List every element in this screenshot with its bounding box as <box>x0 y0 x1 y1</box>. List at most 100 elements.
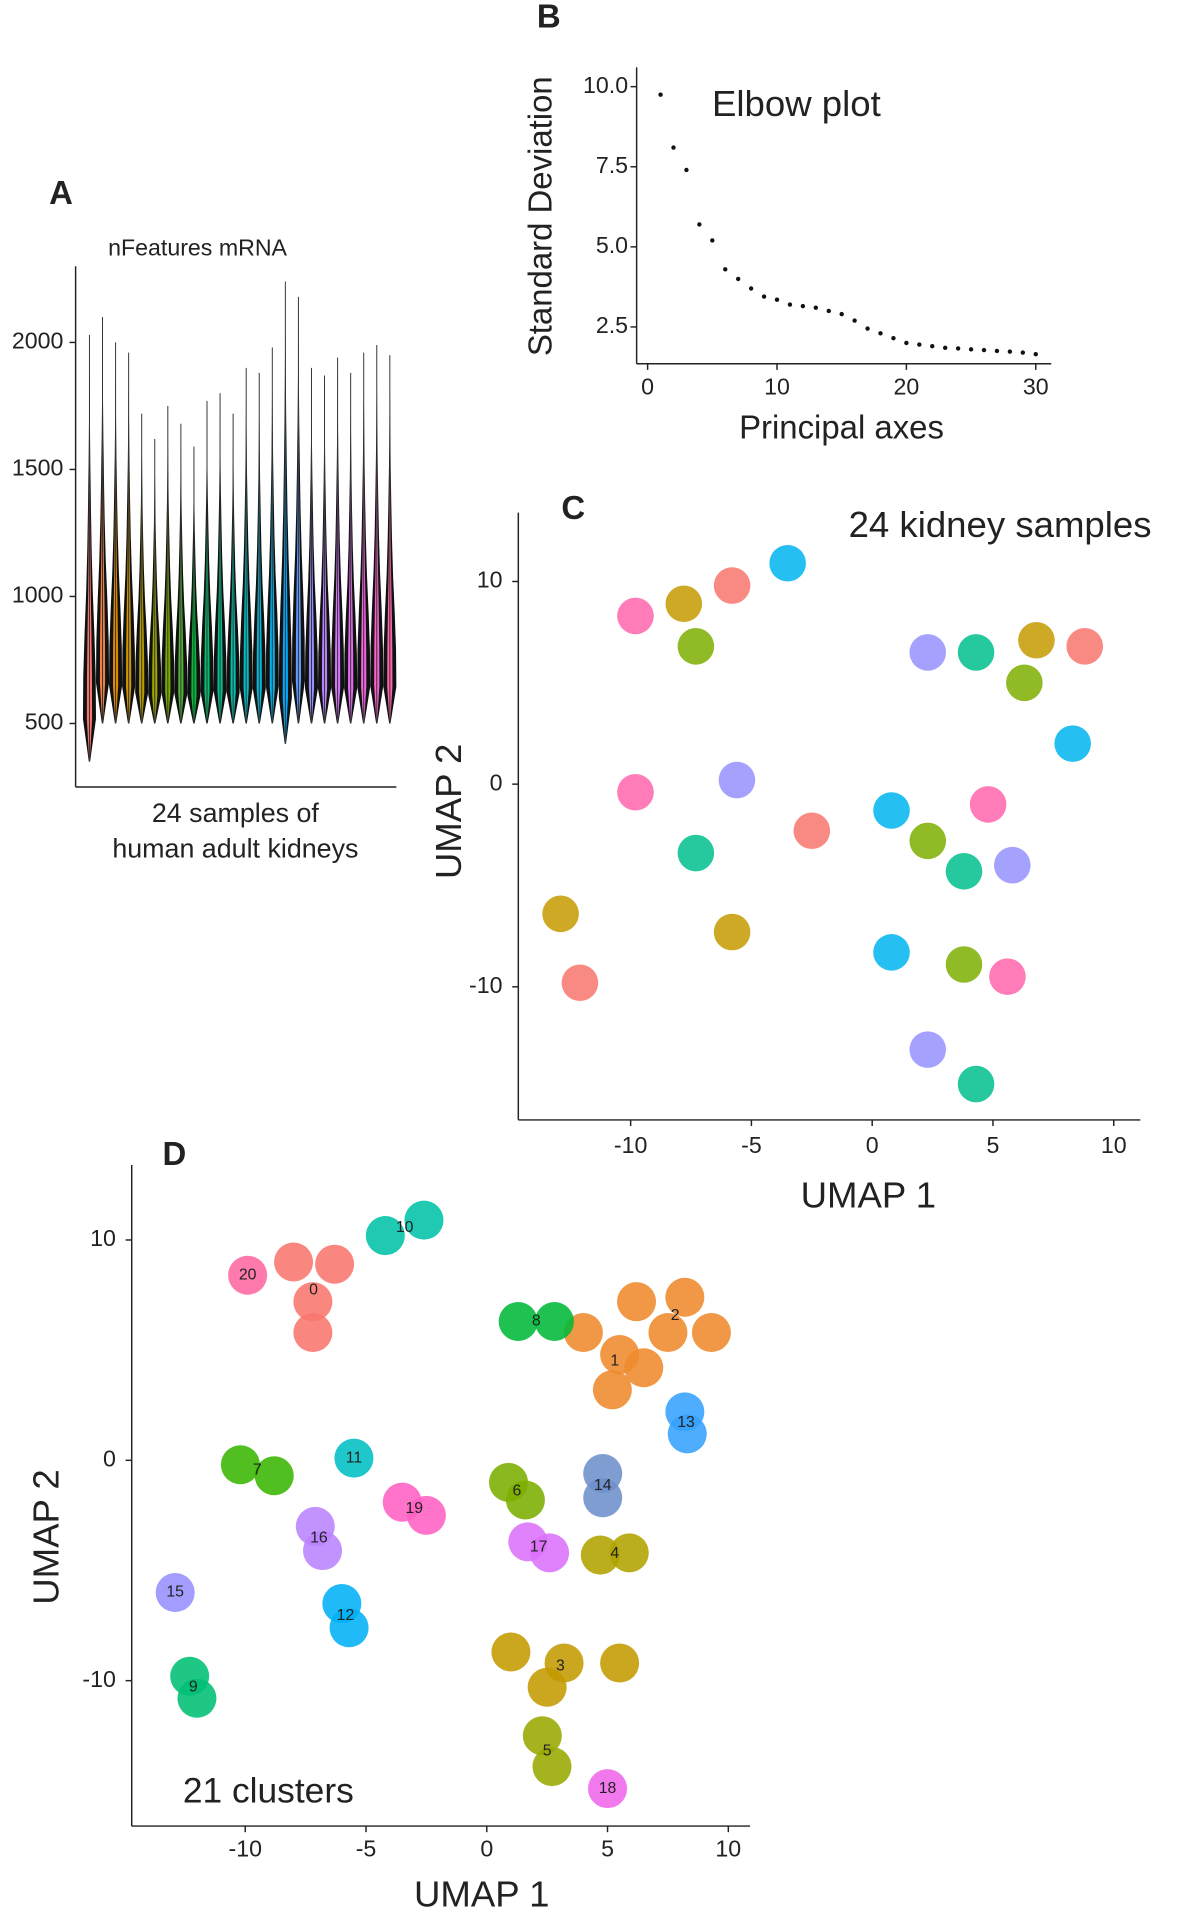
point <box>793 812 831 850</box>
y-tick-label: 1500 <box>12 455 64 481</box>
x-tick-label: 5 <box>601 1836 614 1862</box>
cluster-point <box>155 1573 195 1613</box>
y-axis-label: UMAP 2 <box>428 744 469 880</box>
point <box>813 305 819 310</box>
cluster-point <box>667 1414 707 1454</box>
chart-title: nFeatures mRNA <box>108 234 287 260</box>
y-tick-label: 500 <box>25 709 64 735</box>
cluster-label: 12 <box>337 1607 355 1624</box>
cluster-label: 0 <box>309 1281 318 1298</box>
panel-letter: A <box>49 174 73 211</box>
point <box>617 597 654 635</box>
annotation: Elbow plot <box>712 83 881 124</box>
panel-letter: C <box>561 489 585 526</box>
cluster-label: 15 <box>166 1584 184 1601</box>
y-tick-label: 0 <box>490 769 503 795</box>
cluster-label: 18 <box>599 1780 617 1797</box>
panel-letter: D <box>163 1135 187 1172</box>
y-tick-label: -10 <box>82 1666 115 1692</box>
cluster-point <box>177 1678 217 1718</box>
y-tick-label: 2.5 <box>596 312 628 338</box>
point <box>713 567 751 604</box>
cluster-point <box>365 1216 405 1256</box>
cluster-point <box>527 1667 567 1707</box>
cluster-label: 8 <box>532 1313 541 1330</box>
cluster-point <box>592 1370 632 1410</box>
x-tick-label: 0 <box>641 373 654 399</box>
point <box>748 286 754 291</box>
cluster-label: 20 <box>239 1266 257 1283</box>
cluster-point <box>624 1348 664 1388</box>
panel-letter: B <box>537 0 561 34</box>
cluster-point <box>534 1301 574 1342</box>
point <box>981 347 987 353</box>
cluster-point <box>293 1313 333 1353</box>
x-tick-label: 10 <box>715 1836 741 1862</box>
x-tick-label: 5 <box>987 1132 1000 1158</box>
cluster-point <box>648 1313 688 1353</box>
cluster-point <box>491 1632 531 1672</box>
cluster-point <box>220 1445 260 1485</box>
point <box>1033 351 1038 357</box>
y-tick-label: 10 <box>477 567 503 593</box>
cluster-label: 10 <box>396 1219 414 1236</box>
point <box>1054 725 1091 762</box>
point <box>697 222 702 227</box>
x-tick-label: -5 <box>741 1132 762 1158</box>
point <box>1007 349 1013 354</box>
point <box>677 628 715 665</box>
point <box>865 326 870 331</box>
cluster-point <box>303 1531 343 1571</box>
cluster-label: 6 <box>513 1482 522 1499</box>
cluster-label: 3 <box>556 1658 565 1675</box>
point <box>942 345 948 350</box>
point <box>994 348 1000 354</box>
point <box>735 276 741 282</box>
cluster-point <box>617 1282 657 1322</box>
point <box>878 331 883 336</box>
y-tick-label: 0 <box>103 1445 116 1471</box>
y-tick-label: 5.0 <box>596 232 628 258</box>
y-axis-label: Standard Deviation <box>521 76 558 356</box>
y-tick-label: 10.0 <box>583 72 628 98</box>
x-tick-label: 10 <box>764 373 790 399</box>
point <box>969 786 1007 823</box>
point <box>769 544 806 582</box>
point <box>1006 664 1043 702</box>
point <box>930 343 935 349</box>
point <box>1018 621 1055 659</box>
point <box>684 167 689 173</box>
point <box>917 342 922 347</box>
point <box>723 267 728 272</box>
cluster-label: 16 <box>310 1530 328 1547</box>
cluster-label: 17 <box>530 1539 548 1556</box>
point <box>839 311 844 317</box>
x-axis-label: Principal axes <box>739 408 944 445</box>
point <box>826 308 831 314</box>
y-tick-label: -10 <box>469 972 502 998</box>
cluster-label: 14 <box>594 1477 612 1494</box>
x-axis-label: human adult kidneys <box>112 834 358 864</box>
point <box>774 297 780 302</box>
point <box>1020 350 1026 355</box>
point <box>617 773 654 811</box>
x-axis-label: UMAP 1 <box>801 1175 937 1216</box>
point <box>955 346 961 351</box>
cluster-point <box>404 1200 444 1240</box>
point <box>658 92 663 97</box>
x-axis-label: UMAP 1 <box>414 1873 550 1914</box>
point <box>968 347 974 352</box>
point <box>1066 628 1104 665</box>
cluster-point <box>329 1608 369 1648</box>
cluster-point <box>505 1480 545 1520</box>
point <box>710 238 715 243</box>
point <box>993 846 1031 884</box>
x-tick-label: 10 <box>1101 1132 1127 1158</box>
cluster-point <box>609 1533 649 1573</box>
y-tick-label: 7.5 <box>596 152 628 178</box>
point <box>873 934 910 971</box>
y-tick-label: 10 <box>90 1225 116 1251</box>
x-tick-label: 0 <box>866 1132 879 1158</box>
cluster-label: 7 <box>253 1461 262 1478</box>
